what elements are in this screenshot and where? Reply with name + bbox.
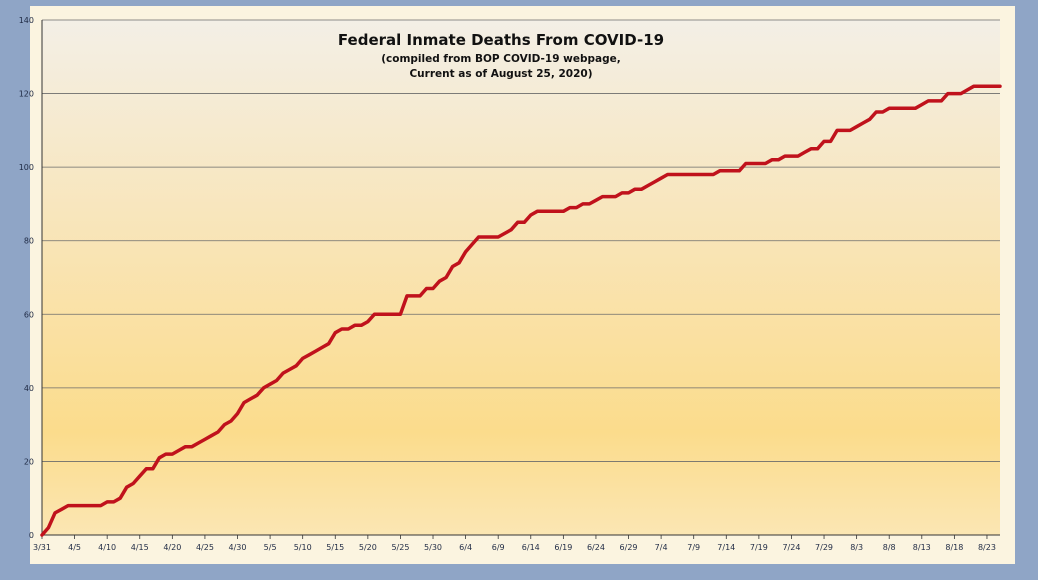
series-layer xyxy=(40,84,1002,537)
y-tick-label: 140 xyxy=(19,16,34,25)
x-tick-label: 8/13 xyxy=(913,543,931,552)
y-tick-label: 60 xyxy=(24,310,34,319)
x-tick-label: 7/24 xyxy=(782,543,800,552)
x-tick-label: 6/24 xyxy=(587,543,605,552)
x-tick-label: 7/9 xyxy=(687,543,700,552)
x-tick-label: 7/14 xyxy=(717,543,735,552)
y-tick-label: 20 xyxy=(24,457,34,466)
x-tick-label: 6/14 xyxy=(522,543,540,552)
x-tick-label: 5/20 xyxy=(359,543,377,552)
x-tick-label: 5/5 xyxy=(264,543,277,552)
x-tick-label: 5/25 xyxy=(391,543,409,552)
y-axis-ticks: 0 20 40 60 80 100 120 140 xyxy=(19,16,34,540)
y-tick-label: 40 xyxy=(24,384,34,393)
x-tick-label: 7/19 xyxy=(750,543,768,552)
x-tick-label: 4/25 xyxy=(196,543,214,552)
x-tick-label: 5/15 xyxy=(326,543,344,552)
x-axis-ticks: 3/31 4/5 4/10 4/15 4/20 4/25 4/30 5/5 5/10 5/15 5/… xyxy=(33,535,996,552)
plot-area xyxy=(42,20,1000,535)
x-tick-label: 6/4 xyxy=(459,543,472,552)
chart-subtitle-line-2: Current as of August 25, 2020) xyxy=(409,68,592,80)
x-tick-label: 4/30 xyxy=(229,543,247,552)
series-line-0 xyxy=(40,84,1002,537)
chart-title: Federal Inmate Deaths From COVID-19 xyxy=(338,31,664,49)
y-tick-label: 100 xyxy=(19,163,34,172)
y-tick-label: 0 xyxy=(29,531,34,540)
x-tick-label: 8/8 xyxy=(883,543,896,552)
x-tick-label: 4/5 xyxy=(68,543,81,552)
x-tick-label: 4/15 xyxy=(131,543,149,552)
x-tick-label: 8/23 xyxy=(978,543,996,552)
gridlines xyxy=(41,19,1000,536)
x-tick-label: 6/29 xyxy=(620,543,638,552)
x-tick-label: 8/3 xyxy=(850,543,863,552)
x-tick-label: 5/10 xyxy=(294,543,312,552)
x-tick-label: 4/20 xyxy=(163,543,181,552)
x-tick-label: 6/19 xyxy=(554,543,572,552)
y-tick-label: 80 xyxy=(24,237,34,246)
x-tick-label: 7/29 xyxy=(815,543,833,552)
x-tick-label: 5/30 xyxy=(424,543,442,552)
y-tick-label: 120 xyxy=(19,90,34,99)
x-tick-label: 7/4 xyxy=(655,543,668,552)
x-tick-label: 6/9 xyxy=(492,543,505,552)
x-tick-label: 3/31 xyxy=(33,543,51,552)
chart-subtitle-line-1: (compiled from BOP COVID-19 webpage, xyxy=(381,53,621,65)
x-tick-label: 8/18 xyxy=(945,543,963,552)
x-tick-label: 4/10 xyxy=(98,543,116,552)
